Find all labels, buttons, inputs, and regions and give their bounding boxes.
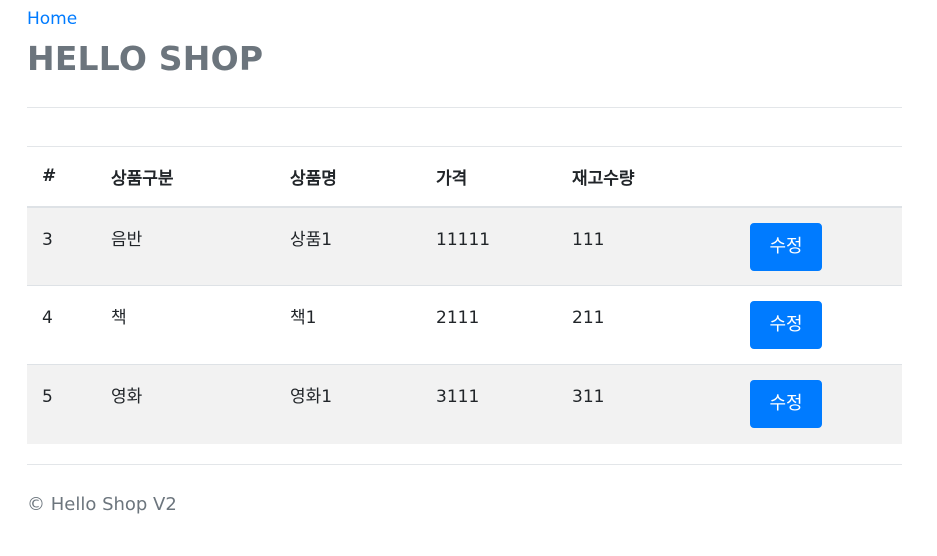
cell-stock-text: 311 xyxy=(572,387,605,407)
cell-category: 영화 xyxy=(96,364,275,444)
cell-stock: 111 xyxy=(557,206,735,286)
table-row: 5 영화 영화1 3111 311 수정 xyxy=(27,364,902,444)
cell-price: 3111 xyxy=(421,364,557,444)
table-row: 4 책 책1 2111 211 수정 xyxy=(27,285,902,365)
column-header-price: 가격 xyxy=(421,146,557,208)
cell-action: 수정 xyxy=(735,206,902,286)
cell-name: 책1 xyxy=(275,285,421,365)
cell-name-text: 책1 xyxy=(290,308,317,328)
home-link[interactable]: Home xyxy=(27,9,78,29)
edit-button[interactable]: 수정 xyxy=(750,222,822,271)
cell-price: 11111 xyxy=(421,206,557,286)
column-header-action xyxy=(735,146,902,208)
cell-category-text: 책 xyxy=(111,308,127,328)
footer-copyright: © Hello Shop V2 xyxy=(27,494,177,515)
column-header-stock: 재고수량 xyxy=(557,146,735,208)
cell-id-text: 3 xyxy=(42,229,53,250)
cell-price-text: 11111 xyxy=(436,229,491,250)
edit-button[interactable]: 수정 xyxy=(750,380,822,428)
footer-divider xyxy=(27,464,902,465)
table-row: 3 음반 상품1 11111 111 수정 xyxy=(27,206,902,286)
cell-name: 상품1 xyxy=(275,206,421,286)
cell-name: 영화1 xyxy=(275,364,421,444)
cell-stock-text: 211 xyxy=(572,308,605,328)
cell-id: 5 xyxy=(27,364,96,444)
cell-action: 수정 xyxy=(735,364,902,444)
cell-price-text: 3111 xyxy=(436,387,480,407)
table-header-row: # 상품구분 상품명 가격 재고수량 xyxy=(27,146,902,208)
cell-stock: 211 xyxy=(557,285,735,365)
cell-id-text: 5 xyxy=(42,387,53,407)
cell-id: 4 xyxy=(27,285,96,365)
cell-id-text: 4 xyxy=(42,308,53,328)
cell-name-text: 상품1 xyxy=(290,229,333,250)
cell-category-text: 음반 xyxy=(111,229,143,250)
cell-stock-text: 111 xyxy=(572,229,605,250)
cell-category: 책 xyxy=(96,285,275,365)
cell-action: 수정 xyxy=(735,285,902,365)
cell-name-text: 영화1 xyxy=(290,387,333,407)
edit-button[interactable]: 수정 xyxy=(750,301,822,349)
column-header-category: 상품구분 xyxy=(96,146,275,208)
cell-category-text: 영화 xyxy=(111,387,143,407)
cell-id: 3 xyxy=(27,206,96,286)
cell-stock: 311 xyxy=(557,364,735,444)
cell-price: 2111 xyxy=(421,285,557,365)
page-title: HELLO SHOP xyxy=(27,39,264,78)
items-table: # 상품구분 상품명 가격 재고수량 3 음반 상품1 11111 111 수정… xyxy=(27,146,902,444)
cell-category: 음반 xyxy=(96,206,275,286)
column-header-id: # xyxy=(27,146,96,208)
header-divider xyxy=(27,107,902,108)
column-header-name: 상품명 xyxy=(275,146,421,208)
cell-price-text: 2111 xyxy=(436,308,480,328)
